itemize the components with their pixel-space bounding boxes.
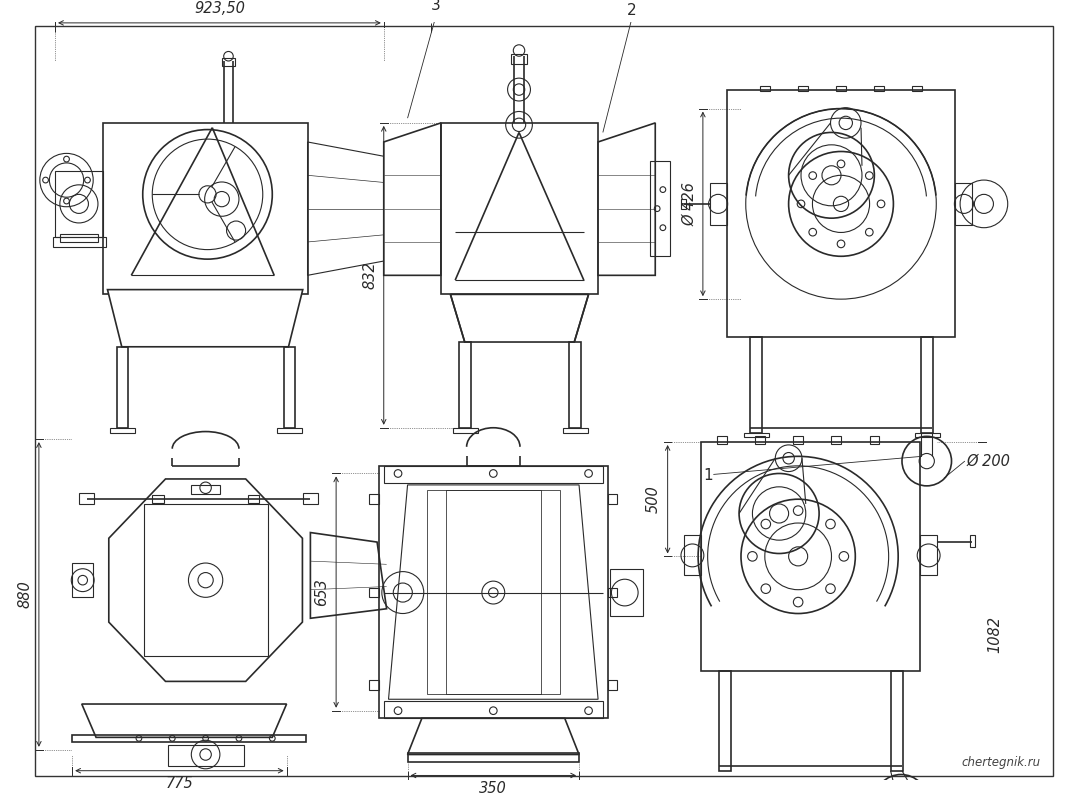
Bar <box>607 681 617 689</box>
Bar <box>192 485 220 494</box>
Polygon shape <box>308 142 383 275</box>
Text: 1: 1 <box>703 468 713 483</box>
Text: 880: 880 <box>17 580 32 608</box>
Text: 3: 3 <box>431 0 440 14</box>
Bar <box>912 86 922 92</box>
Text: chertegnik.ru: chertegnik.ru <box>962 755 1041 769</box>
Bar <box>607 494 617 504</box>
Bar <box>453 427 478 434</box>
Bar <box>383 466 603 483</box>
Bar <box>719 671 731 771</box>
Bar <box>744 432 769 437</box>
Bar <box>79 493 94 504</box>
Bar <box>459 342 472 427</box>
Polygon shape <box>82 704 286 737</box>
Bar <box>955 183 973 224</box>
Bar <box>563 427 588 434</box>
Bar <box>875 86 884 92</box>
Bar <box>248 495 258 503</box>
Bar <box>836 86 845 92</box>
Bar <box>798 86 808 92</box>
Bar <box>72 735 306 742</box>
Polygon shape <box>108 290 303 347</box>
Bar <box>60 234 98 242</box>
Text: Ø 426: Ø 426 <box>682 182 697 226</box>
Bar <box>383 701 603 718</box>
Bar <box>407 752 579 762</box>
Polygon shape <box>109 479 303 681</box>
Bar <box>607 587 617 597</box>
Text: 923,50: 923,50 <box>194 2 244 16</box>
Polygon shape <box>383 123 440 275</box>
Polygon shape <box>450 295 588 342</box>
Bar <box>915 432 940 437</box>
Text: 2: 2 <box>627 3 637 18</box>
Bar <box>684 536 701 576</box>
Bar <box>440 123 598 295</box>
Bar <box>710 183 727 224</box>
Bar <box>831 436 841 444</box>
Bar <box>55 170 102 237</box>
Text: 832: 832 <box>362 261 377 289</box>
Bar <box>651 161 670 256</box>
Bar <box>369 681 379 689</box>
Bar <box>869 436 879 444</box>
Bar <box>727 90 955 338</box>
Bar <box>701 442 920 671</box>
Polygon shape <box>310 533 387 618</box>
Polygon shape <box>407 718 579 755</box>
Text: 653: 653 <box>314 578 330 606</box>
Bar <box>760 86 770 92</box>
Bar <box>446 490 541 694</box>
Bar <box>369 494 379 504</box>
Bar <box>303 493 318 504</box>
Text: 775: 775 <box>166 776 193 791</box>
Bar <box>920 536 937 576</box>
Bar <box>921 338 934 432</box>
Bar <box>379 466 607 718</box>
Text: 500: 500 <box>646 486 661 513</box>
Bar <box>717 436 727 444</box>
Text: Ø 200: Ø 200 <box>967 454 1010 469</box>
Bar <box>168 745 243 766</box>
Bar <box>610 569 643 616</box>
Bar <box>53 237 106 247</box>
Bar <box>369 587 379 597</box>
Bar <box>794 436 803 444</box>
Bar <box>152 495 164 503</box>
Bar <box>969 536 976 547</box>
Bar <box>891 671 903 771</box>
Bar <box>681 199 686 209</box>
Bar <box>277 427 302 434</box>
Bar <box>110 427 135 434</box>
Polygon shape <box>389 485 598 699</box>
Bar <box>72 563 94 597</box>
Bar <box>143 504 267 657</box>
Bar <box>426 490 560 694</box>
Text: 1082: 1082 <box>988 616 1003 654</box>
Bar <box>222 58 235 66</box>
Text: 350: 350 <box>479 781 507 796</box>
Bar <box>755 436 765 444</box>
Bar <box>750 338 761 432</box>
Bar <box>102 123 308 295</box>
Bar <box>283 347 295 427</box>
Bar <box>117 347 128 427</box>
Bar <box>569 342 581 427</box>
Bar <box>512 54 527 64</box>
Polygon shape <box>598 123 655 275</box>
